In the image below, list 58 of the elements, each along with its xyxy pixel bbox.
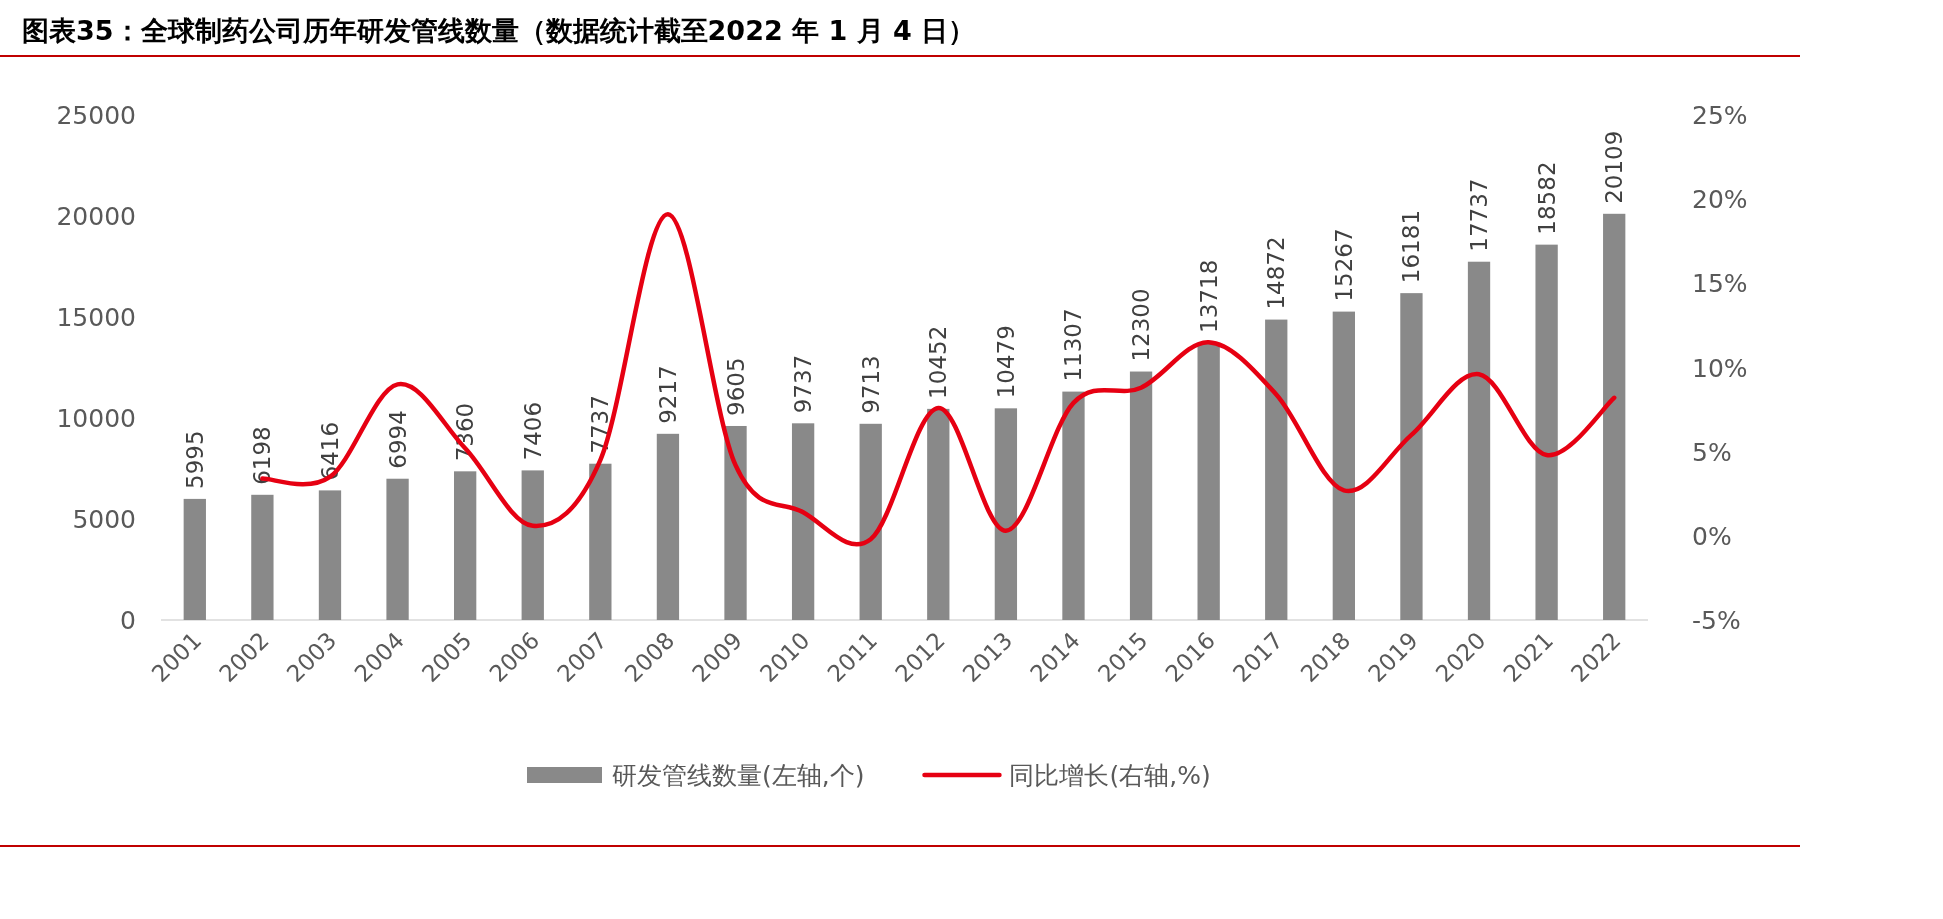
- data-label: 7737: [587, 395, 614, 454]
- bar: [1467, 261, 1491, 620]
- bar: [1129, 371, 1153, 620]
- y-tick-label: 20000: [56, 202, 136, 231]
- data-label: 7406: [519, 401, 546, 461]
- bar: [859, 423, 882, 620]
- bar: [1332, 311, 1355, 620]
- bar: [521, 470, 544, 620]
- bar: [318, 490, 342, 620]
- y-tick-label: 15000: [56, 303, 136, 332]
- data-label: 6198: [249, 426, 276, 485]
- y-tick-label: 0: [120, 606, 136, 635]
- legend-label: 同比增长(右轴,%): [1009, 761, 1211, 790]
- chart-title: 图表35：全球制药公司历年研发管线数量（数据统计截至2022 年 1 月 4 日）: [22, 15, 976, 46]
- y2-tick-label: 10%: [1692, 353, 1748, 383]
- data-label: 12300: [1128, 288, 1155, 362]
- bar: [1603, 213, 1626, 620]
- bar: [251, 494, 274, 620]
- bar: [927, 408, 950, 620]
- data-label: 14872: [1263, 236, 1290, 310]
- y2-tick-label: -5%: [1692, 606, 1741, 635]
- y-tick-label: 25000: [56, 101, 136, 130]
- y2-tick-label: 5%: [1692, 437, 1732, 467]
- bar: [1400, 293, 1423, 620]
- data-label: 9713: [857, 355, 884, 414]
- y-tick-label: 10000: [56, 404, 136, 433]
- data-label: 6994: [384, 410, 411, 469]
- data-label: 18582: [1533, 161, 1560, 235]
- bar: [386, 478, 409, 620]
- bar: [1197, 342, 1220, 620]
- y-tick-label: 5000: [72, 505, 136, 534]
- data-label: 9217: [654, 365, 681, 424]
- bar: [589, 463, 612, 620]
- bar: [791, 423, 815, 620]
- bar: [724, 425, 747, 620]
- data-label: 16181: [1398, 209, 1425, 284]
- bar: [656, 433, 680, 620]
- data-label: 20109: [1601, 130, 1628, 204]
- data-label: 11307: [1060, 308, 1087, 382]
- bar: [1265, 319, 1288, 620]
- data-label: 9737: [790, 354, 817, 414]
- data-label: 10479: [992, 325, 1019, 399]
- data-label: 9605: [722, 357, 749, 416]
- bar: [994, 408, 1018, 620]
- bar: [183, 498, 206, 620]
- data-label: 5995: [181, 430, 208, 489]
- y2-tick-label: 15%: [1692, 269, 1748, 299]
- bar: [1062, 391, 1085, 620]
- legend-label: 研发管线数量(左轴,个): [612, 761, 865, 790]
- bar: [1535, 244, 1558, 620]
- y2-tick-label: 20%: [1692, 185, 1748, 215]
- data-label: 13718: [1195, 259, 1222, 333]
- y2-tick-label: 0%: [1692, 521, 1732, 551]
- data-label: 17737: [1466, 178, 1493, 252]
- data-label: 15267: [1330, 228, 1357, 302]
- bar: [454, 471, 477, 620]
- data-label: 10452: [925, 325, 952, 399]
- y2-tick-label: 25%: [1692, 101, 1748, 130]
